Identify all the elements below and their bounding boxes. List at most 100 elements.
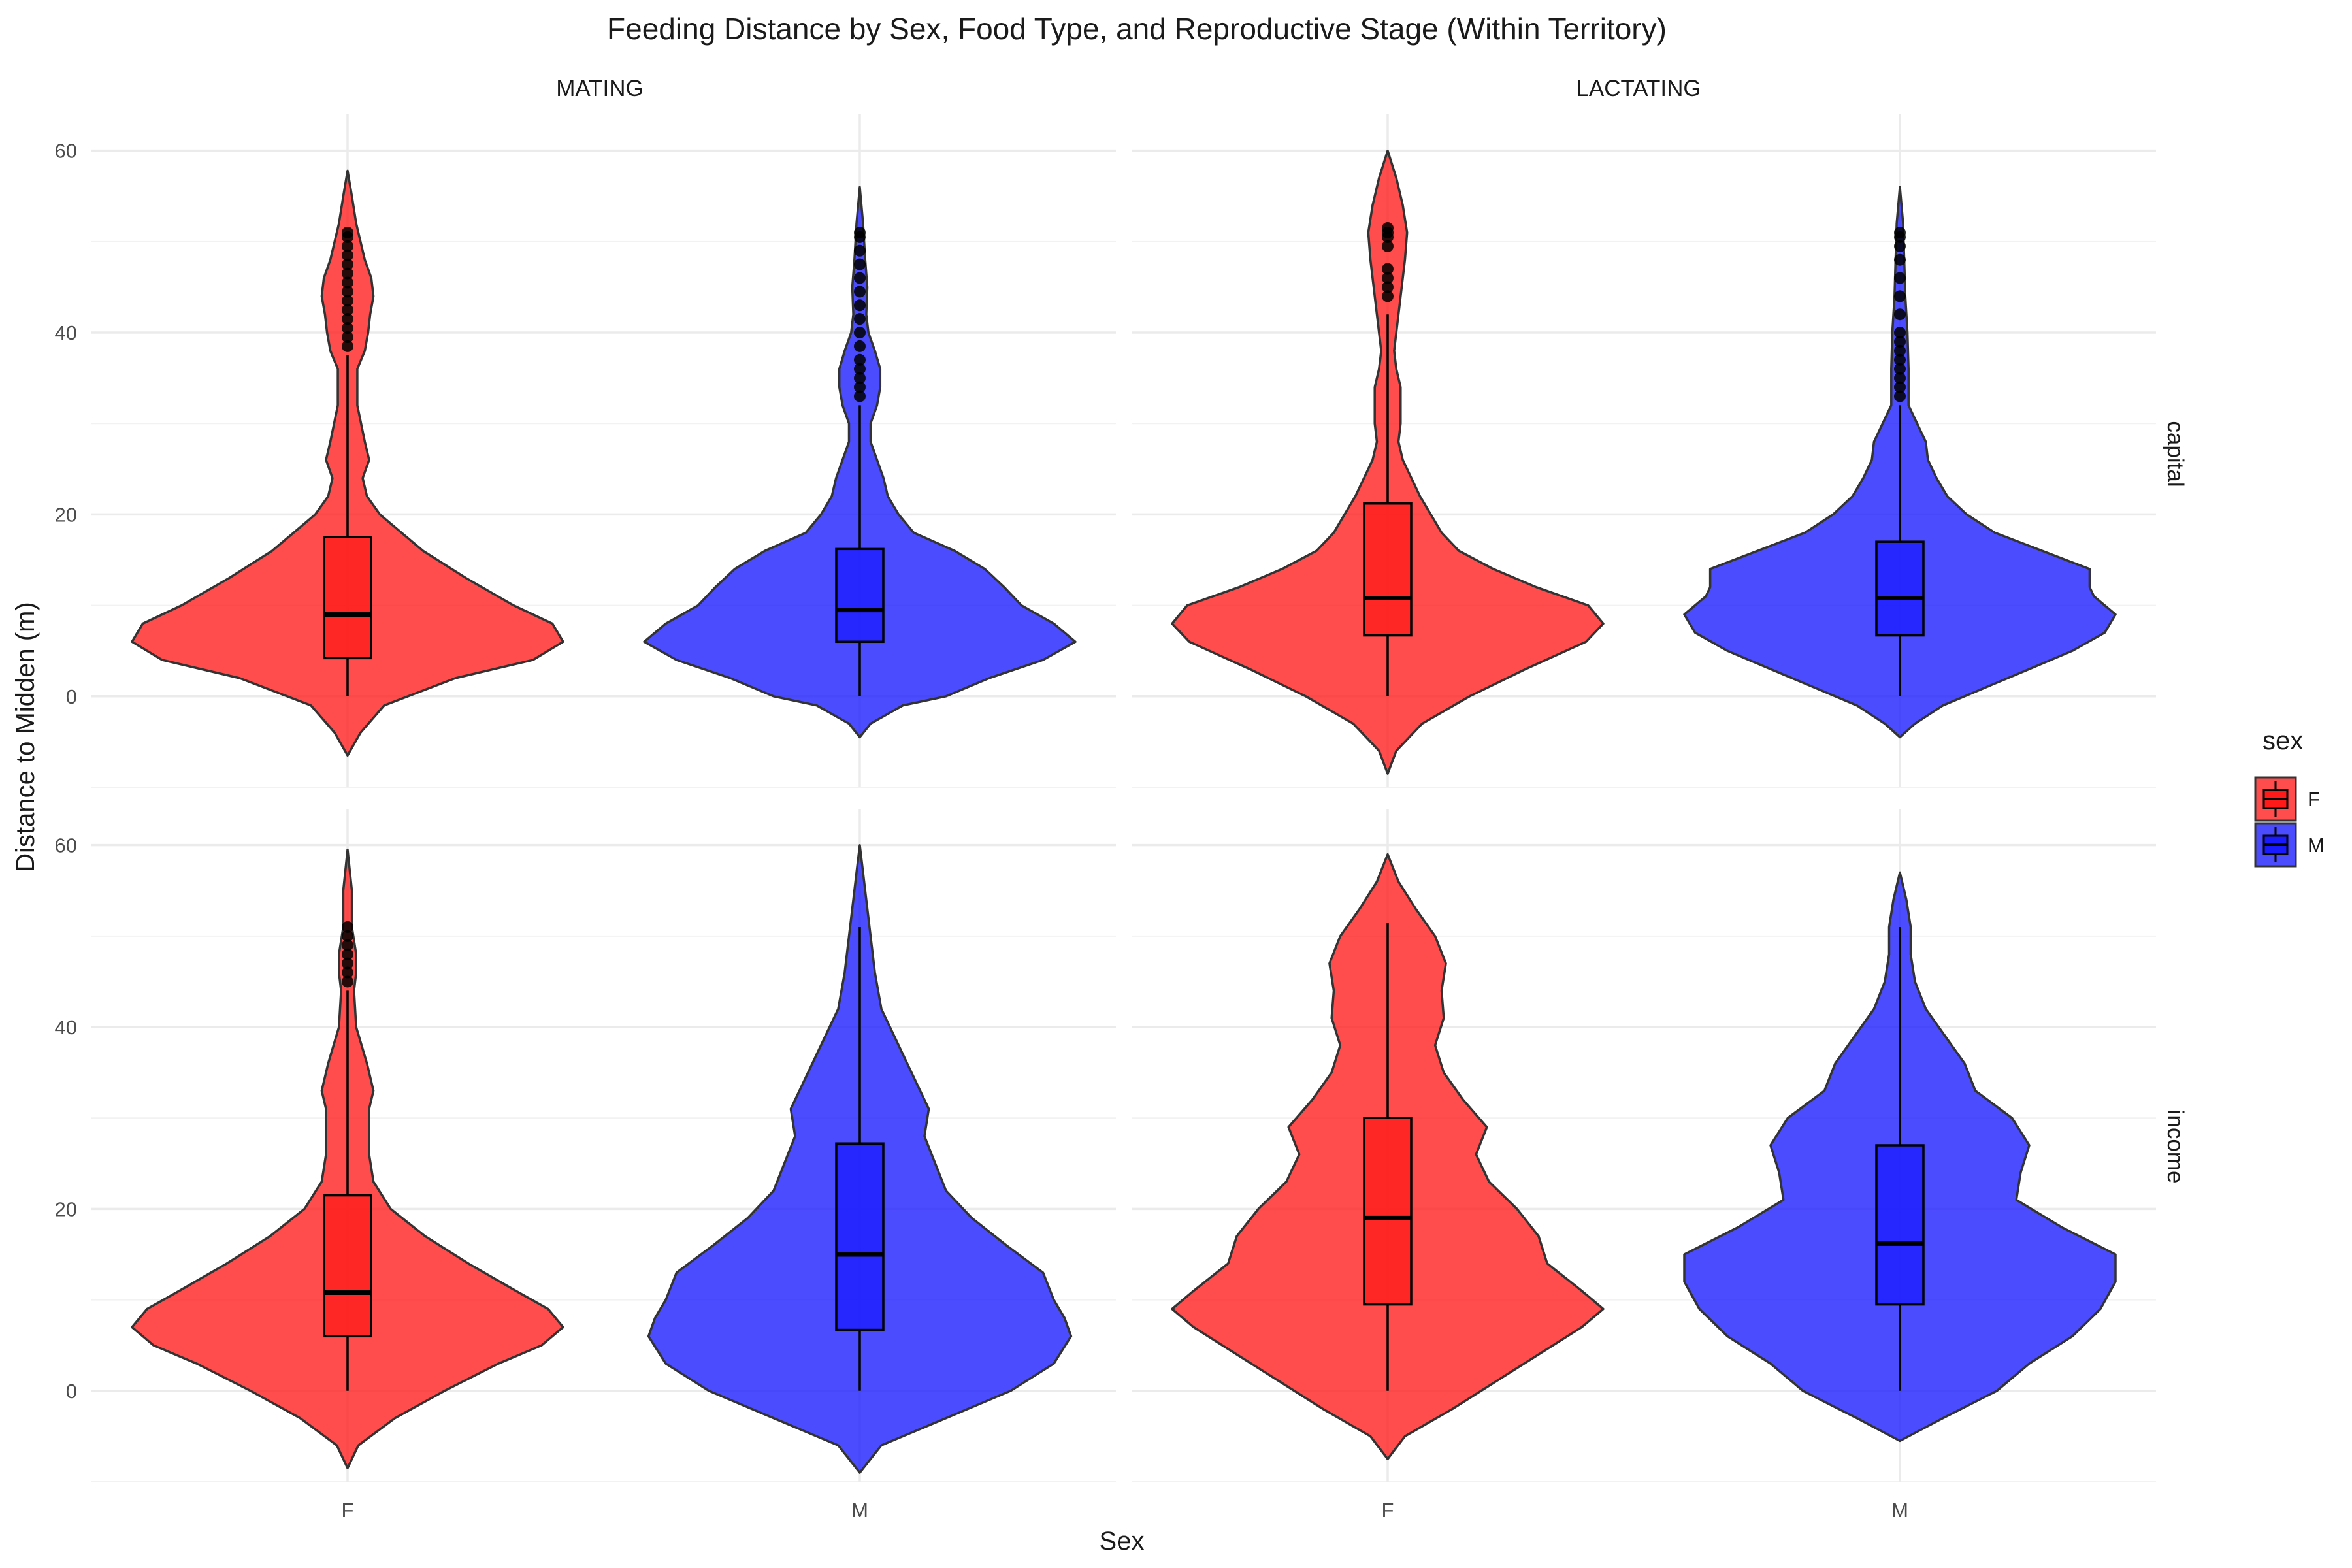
outlier-point [1894,353,1906,366]
outlier-point [854,340,866,352]
strip-capital: capital [2163,421,2188,487]
outlier-point [1894,226,1906,238]
outlier-point [342,249,353,261]
outlier-point [1382,281,1394,293]
legend-key-F: F [2254,776,2320,822]
box-F [1363,1117,1413,1306]
outlier-point [342,975,353,988]
outlier-point [1894,290,1906,302]
legend-keys: FM [2254,776,2325,868]
outlier-point [342,286,353,298]
outlier-point [1382,221,1394,234]
box-F [1363,502,1413,637]
outlier-point [1894,240,1906,252]
box-F [323,1194,372,1338]
outlier-point [854,327,866,339]
outlier-point [854,313,866,325]
outlier-point [342,966,353,979]
outlier-point [342,304,353,316]
outlier-point [854,244,866,257]
outlier-point [1894,335,1906,348]
outlier-point [342,939,353,951]
panel-lactating-capital [1132,114,2156,788]
outlier-point [342,948,353,960]
strip-income: income [2163,1110,2188,1184]
outlier-point [342,258,353,270]
outlier-point [854,372,866,384]
legend-title: sex [2262,727,2303,755]
x-axis-title: Sex [1100,1527,1145,1556]
violin-group-M [643,186,1077,739]
outlier-point [342,921,353,933]
violin-group-F [1171,853,1605,1460]
violin-group-F [131,169,564,757]
outlier-point [1894,372,1906,384]
outlier-point [854,226,866,238]
outlier-point [342,226,353,238]
box-F [323,536,372,660]
violin-group-M [1683,186,2117,739]
strip-mating: MATING [556,76,644,101]
outlier-point [342,930,353,942]
y-tick-label: 20 [55,1198,77,1220]
outlier-point [1894,308,1906,321]
outlier-point [1894,253,1906,266]
x-tick-label: F [1382,1499,1394,1522]
outlier-point [342,267,353,280]
outlier-point [342,957,353,970]
legend-label-M: M [2308,834,2325,857]
chart-title: Feeding Distance by Sex, Food Type, and … [607,12,1667,46]
outlier-point [1382,272,1394,284]
outlier-point [342,313,353,325]
outlier-point [342,295,353,307]
legend-key-M: M [2254,822,2325,868]
outlier-point [1382,290,1394,302]
y-tick-label: 0 [66,1380,77,1403]
strip-lactating: LACTATING [1576,76,1701,101]
box-M [835,547,885,644]
outlier-point [1894,390,1906,402]
y-tick-label: 60 [55,834,77,857]
box-M [1875,540,1925,637]
y-tick-label: 40 [55,1016,77,1039]
outlier-point [854,353,866,366]
outlier-point [1894,327,1906,339]
outlier-point [1894,381,1906,393]
x-tick-label: M [851,1499,868,1522]
y-tick-label: 0 [66,685,77,708]
panel-mating-capital: 0 20 40 60 [55,114,1116,788]
violin-group-M [1683,871,2117,1443]
outlier-point [342,331,353,344]
panel-mating-income: 0 20 40 60 F M [55,809,1116,1522]
outlier-point [854,390,866,402]
outlier-point [1894,344,1906,357]
y-tick-label: 60 [55,140,77,163]
outlier-point [854,363,866,375]
outlier-point [854,381,866,393]
legend-label-F: F [2308,788,2320,811]
violin-group-M [647,843,1073,1474]
violin-group-F [1171,149,1605,775]
outlier-point [342,240,353,252]
outlier-point [1382,263,1394,275]
outlier-point [1382,240,1394,252]
legend: sex FM [2254,727,2325,868]
outlier-point [1894,272,1906,284]
x-tick-label: F [342,1499,354,1522]
outlier-point [342,322,353,335]
y-axis-title: Distance to Midden (m) [11,602,40,872]
x-tick-label: M [1891,1499,1908,1522]
outlier-point [1894,363,1906,375]
box-M [1875,1144,1925,1306]
outlier-point [854,299,866,312]
outlier-point [342,276,353,289]
outlier-point [342,340,353,352]
violin-group-F [131,848,564,1469]
outlier-point [854,272,866,284]
box-M [835,1142,885,1331]
outlier-point [854,258,866,270]
outlier-point [854,286,866,298]
